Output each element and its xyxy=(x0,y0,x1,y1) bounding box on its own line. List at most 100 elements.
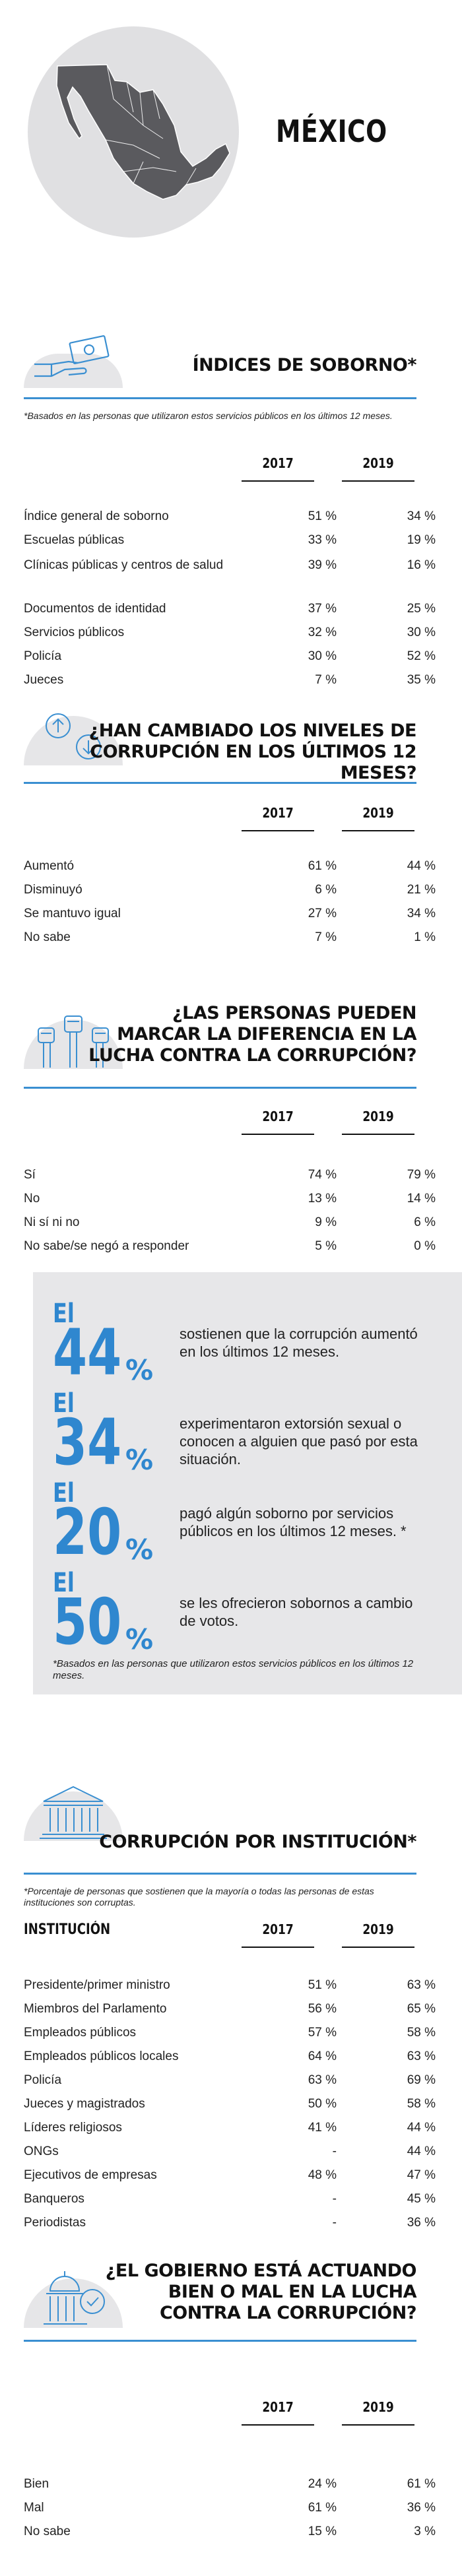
table-row: Miembros del Parlamento 56 % 65 % xyxy=(24,2002,436,2022)
row-value-2017: 48 % xyxy=(308,2168,337,2182)
row-label: Empleados públicos locales xyxy=(24,2049,179,2063)
institution-column-label: INSTITUCIÓN xyxy=(24,1921,111,1938)
institution-year-2017: 2017 xyxy=(262,1921,294,1937)
table-row: Se mantuvo igual 27 % 34 % xyxy=(24,907,436,926)
row-label: No sabe/se negó a responder xyxy=(24,1239,189,1253)
difference-title-line1: ¿LAS PERSONAS PUEDEN xyxy=(172,1003,416,1023)
stat-percent: % xyxy=(125,1354,154,1386)
row-label: ONGs xyxy=(24,2144,59,2158)
row-value-2017: 64 % xyxy=(308,2049,337,2063)
row-label: Banqueros xyxy=(24,2192,84,2206)
table-row: Policía 63 % 69 % xyxy=(24,2073,436,2093)
row-value-2019: 16 % xyxy=(407,558,436,572)
table-row: Clínicas públicas y centros de salud 39 … xyxy=(24,558,436,590)
table-row: Servicios públicos 32 % 30 % xyxy=(24,626,436,645)
row-value-2017: 37 % xyxy=(308,602,337,616)
difference-year-2019: 2019 xyxy=(362,1109,394,1124)
row-label: Servicios públicos xyxy=(24,626,125,639)
row-value-2019: 35 % xyxy=(407,673,436,687)
row-value-2019: 1 % xyxy=(414,930,436,944)
row-label: Disminuyó xyxy=(24,883,82,897)
row-value-2017: 13 % xyxy=(308,1192,337,1206)
stat-prefix: El xyxy=(53,1568,75,1598)
table-row: Documentos de identidad 37 % 25 % xyxy=(24,602,436,622)
row-value-2017: 39 % xyxy=(308,558,337,572)
row-value-2019: 52 % xyxy=(407,649,436,663)
table-row: Ejecutivos de empresas 48 % 47 % xyxy=(24,2168,436,2188)
stat-number: 44 xyxy=(53,1316,122,1390)
table-row: Escuelas públicas 33 % 19 % xyxy=(24,533,436,553)
table-row: Jueces y magistrados 50 % 58 % xyxy=(24,2097,436,2117)
row-value-2017: 15 % xyxy=(308,2525,337,2538)
stat-number: 50 xyxy=(53,1585,122,1659)
table-row: Líderes religiosos 41 % 44 % xyxy=(24,2121,436,2141)
table-row: Ni sí ni no 9 % 6 % xyxy=(24,1215,436,1235)
levels-year-2017: 2017 xyxy=(262,805,294,821)
levels-section-header: ¿HAN CAMBIADO LOS NIVELES DE CORRUPCIÓN … xyxy=(24,706,417,787)
government-title: ¿EL GOBIERNO ESTÁ ACTUANDO BIEN O MAL EN… xyxy=(106,2261,417,2324)
row-value-2019: 34 % xyxy=(407,509,436,523)
institution-note: *Porcentaje de personas que sostienen qu… xyxy=(24,1886,374,1908)
bribery-year-2017: 2017 xyxy=(262,455,294,471)
row-value-2017: 61 % xyxy=(308,2501,337,2515)
institution-icon-wrap xyxy=(24,1782,123,1841)
stat-item: El 50 % se les ofrecieron sobornos a cam… xyxy=(53,1568,449,1660)
row-value-2017: 61 % xyxy=(308,859,337,873)
row-value-2019: 47 % xyxy=(407,2168,436,2182)
row-value-2017: 63 % xyxy=(308,2073,337,2087)
row-label: Sí xyxy=(24,1168,36,1182)
row-value-2017: 33 % xyxy=(308,533,337,547)
row-value-2019: 25 % xyxy=(407,602,436,616)
stat-text: pagó algún soborno por servicios público… xyxy=(180,1505,407,1539)
row-value-2017: 9 % xyxy=(315,1215,337,1229)
row-value-2019: 36 % xyxy=(407,2501,436,2515)
stats-box: El 44 % sostienen que la corrupción aume… xyxy=(33,1272,462,1694)
row-label: Clínicas públicas y centros de salud xyxy=(24,558,224,572)
stat-text: experimentaron extorsión sexual o conoce… xyxy=(180,1415,418,1467)
row-value-2019: 3 % xyxy=(414,2525,436,2538)
table-row: Bien 24 % 61 % xyxy=(24,2477,436,2497)
row-label: Empleados públicos xyxy=(24,2026,137,2040)
row-label: Miembros del Parlamento xyxy=(24,2002,167,2016)
row-label: Líderes religiosos xyxy=(24,2121,122,2135)
stat-prefix: El xyxy=(53,1299,75,1329)
stat-number: 34 xyxy=(53,1405,122,1479)
levels-icon-wrap xyxy=(24,706,123,765)
stat-item: El 34 % experimentaron extorsión sexual … xyxy=(53,1388,449,1481)
institution-title: CORRUPCIÓN POR INSTITUCIÓN* xyxy=(99,1832,416,1852)
table-row: Mal 61 % 36 % xyxy=(24,2501,436,2521)
row-value-2017: 6 % xyxy=(315,883,337,897)
row-value-2017: 50 % xyxy=(308,2097,337,2111)
row-value-2017: 56 % xyxy=(308,2002,337,2016)
bribery-title: ÍNDICES DE SOBORNO* xyxy=(192,355,417,375)
row-value-2019: 30 % xyxy=(407,626,436,639)
row-value-2019: 58 % xyxy=(407,2026,436,2040)
stat-item: El 20 % pagó algún soborno por servicios… xyxy=(53,1478,449,1570)
row-value-2019: 6 % xyxy=(414,1215,436,1229)
table-row: No 13 % 14 % xyxy=(24,1192,436,1211)
row-value-2017: 51 % xyxy=(308,1978,337,1992)
country-title: MÉXICO xyxy=(276,113,387,149)
row-label: No xyxy=(24,1192,40,1206)
row-label: Mal xyxy=(24,2501,44,2515)
stat-percent: % xyxy=(125,1533,154,1566)
country-header: MÉXICO xyxy=(0,0,462,277)
institution-section-header: CORRUPCIÓN POR INSTITUCIÓN* xyxy=(24,1782,416,1875)
row-value-2017: 41 % xyxy=(308,2121,337,2135)
row-value-2017: 5 % xyxy=(315,1239,337,1253)
row-value-2017: 32 % xyxy=(308,626,337,639)
map-circle xyxy=(28,26,239,238)
row-value-2019: 21 % xyxy=(407,883,436,897)
row-label: No sabe xyxy=(24,930,71,944)
difference-title-line2: MARCAR LA DIFERENCIA EN LA xyxy=(117,1024,416,1045)
row-value-2019: 79 % xyxy=(407,1168,436,1182)
table-row: Disminuyó 6 % 21 % xyxy=(24,883,436,903)
row-value-2017: 51 % xyxy=(308,509,337,523)
government-section-header: ¿EL GOBIERNO ESTÁ ACTUANDO BIEN O MAL EN… xyxy=(24,2243,417,2342)
bribery-section-header: ÍNDICES DE SOBORNO* xyxy=(24,329,417,401)
difference-icon-wrap xyxy=(24,1010,123,1069)
institution-building-icon xyxy=(24,1786,123,1841)
row-label: No sabe xyxy=(24,2525,71,2538)
row-value-2017: - xyxy=(332,2216,337,2230)
row-value-2019: 44 % xyxy=(407,2144,436,2158)
